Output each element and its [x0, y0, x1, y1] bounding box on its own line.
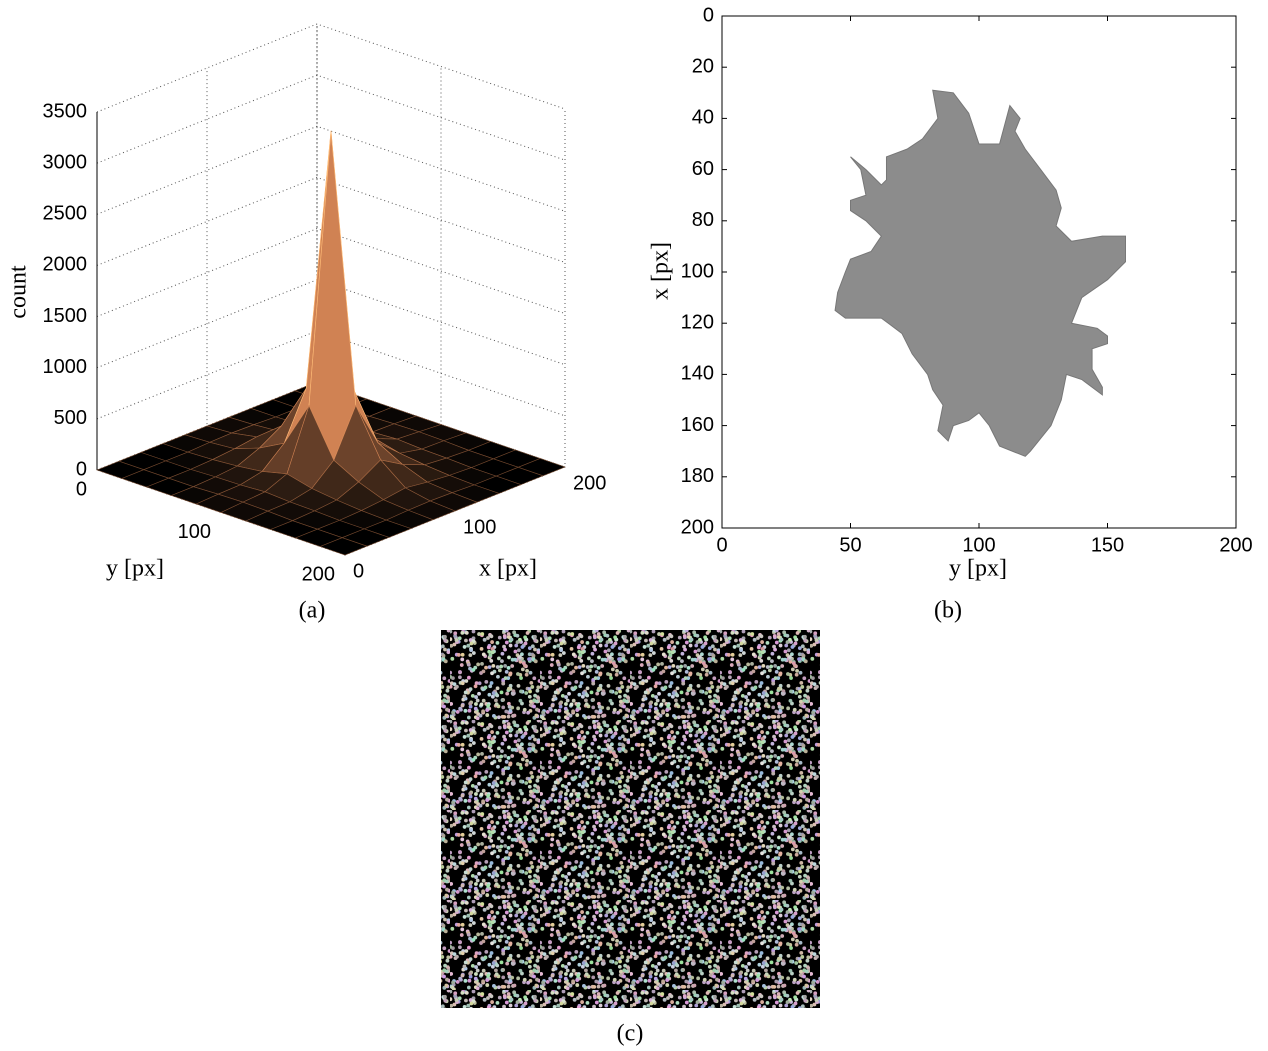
x-tick-label: 50: [839, 534, 861, 556]
y-tick-label: 180: [681, 465, 714, 487]
z-tick-label: 2000: [43, 254, 88, 276]
z-tick-label: 0: [76, 458, 87, 480]
y-tick-label: 140: [681, 363, 714, 385]
caption: (b): [934, 598, 962, 624]
z-axis-label: count: [6, 265, 32, 319]
x-tick-label: 0: [716, 534, 727, 556]
y-tick-label: 0: [76, 478, 87, 500]
y-tick-label: 20: [692, 55, 714, 77]
caption: (c): [617, 1021, 644, 1047]
y-tick-label: 80: [692, 209, 714, 231]
y-tick-label: 60: [692, 158, 714, 180]
z-tick-label: 1000: [43, 356, 88, 378]
surface-face: [319, 537, 368, 556]
grid-line: [96, 176, 566, 266]
z-tick-label: 2500: [43, 203, 88, 225]
z-tick-label: 3000: [43, 151, 88, 173]
grid-line: [96, 74, 566, 164]
x-tick-label: 100: [463, 516, 496, 538]
grid-line: [96, 23, 566, 113]
y-tick-label: 100: [681, 260, 714, 282]
y-tick-label: 200: [681, 516, 714, 538]
x-tick-label: 100: [962, 534, 995, 556]
x-tick-label: 150: [1091, 534, 1124, 556]
z-tick-label: 500: [54, 407, 87, 429]
x-tick-label: 200: [1219, 534, 1252, 556]
region: [834, 89, 1126, 457]
y-axis-label: y [px]: [106, 556, 164, 582]
z-tick-label: 3500: [43, 100, 88, 122]
y-tick-label: 160: [681, 414, 714, 436]
image: [441, 630, 820, 1008]
y-tick-label: 120: [681, 311, 714, 333]
caption: (a): [299, 598, 326, 624]
y-axis-label: x [px]: [648, 242, 674, 300]
y-tick-label: 100: [178, 521, 211, 543]
x-axis-label: x [px]: [479, 556, 537, 582]
z-tick-label: 1500: [43, 305, 88, 327]
grid-line: [316, 24, 566, 468]
y-tick-label: 40: [692, 107, 714, 129]
x-tick-label: 0: [353, 560, 364, 582]
grid-line: [206, 68, 456, 512]
x-axis-label: y [px]: [949, 556, 1007, 582]
grid-line: [96, 228, 566, 318]
y-tick-label: 0: [703, 4, 714, 26]
y-tick-label: 200: [302, 563, 335, 585]
x-tick-label: 200: [573, 472, 606, 494]
